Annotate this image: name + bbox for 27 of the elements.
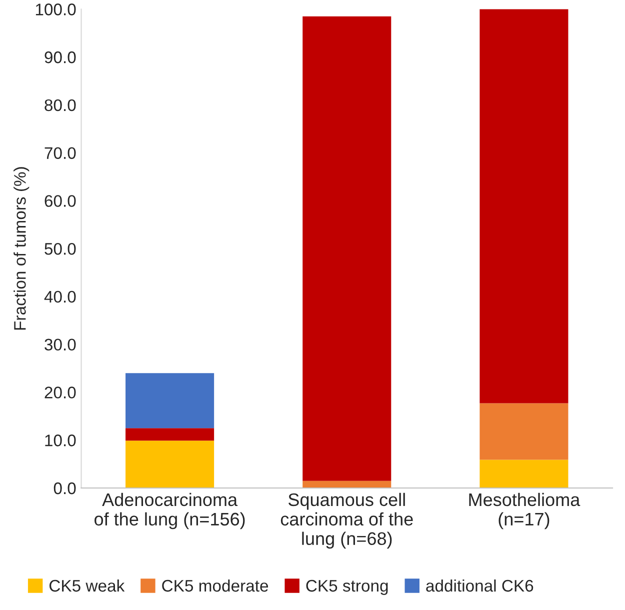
y-tick-label: 100.0: [36, 4, 76, 16]
x-tick-label: Squamous cell carcinoma of the lung (n=68): [280, 492, 413, 549]
bar: [480, 9, 568, 404]
legend-label: additional CK6: [426, 579, 534, 592]
bar: [480, 403, 568, 460]
y-axis-title: Fraction of tumors (%): [14, 167, 30, 330]
y-tick-label: 30.0: [44, 338, 76, 351]
bar: [126, 373, 214, 428]
y-tick-label: 20.0: [44, 386, 76, 398]
y-tick-label: 40.0: [44, 290, 76, 303]
y-tick-label: 50.0: [44, 242, 76, 255]
bar: [480, 460, 568, 488]
y-tick-label: 0.0: [54, 482, 76, 494]
bar: [126, 440, 214, 488]
legend-label: CK5 strong: [306, 580, 388, 595]
y-tick-label: 10.0: [45, 434, 76, 446]
y-tick-label: 70.0: [44, 147, 76, 160]
y-tick-label: 90.0: [44, 51, 76, 64]
y-tick-label: 80.0: [44, 99, 76, 112]
x-tick-label: Mesothelioma (n=17): [469, 492, 580, 530]
y-tick-label: 60.0: [44, 195, 76, 207]
legend-label: CK5 weak: [50, 579, 125, 592]
bar: [126, 428, 214, 441]
bar: [302, 16, 392, 481]
x-tick-label: Adenocarcinoma of the lung (n=156): [94, 492, 245, 530]
bar: [302, 480, 392, 488]
legend-label: CK5 moderate: [162, 579, 268, 592]
